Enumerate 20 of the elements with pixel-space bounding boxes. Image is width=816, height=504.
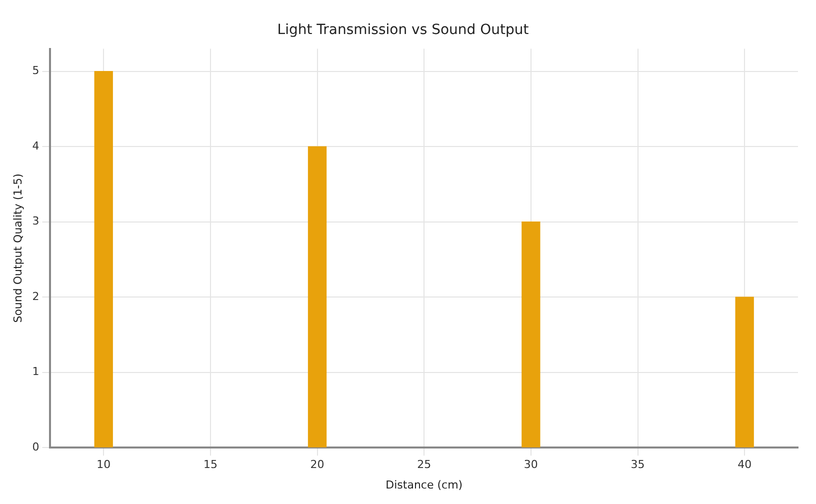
x-tick-label: 35 — [630, 458, 645, 472]
y-tick-label: 1 — [32, 365, 40, 378]
x-tick-label: 10 — [96, 458, 111, 472]
bar — [308, 146, 327, 448]
x-tick-label: 25 — [417, 458, 432, 472]
chart-title: Light Transmission vs Sound Output — [277, 22, 530, 38]
y-tick-label: 4 — [32, 139, 40, 152]
bar — [522, 222, 540, 448]
x-axis-title: Distance (cm) — [386, 478, 463, 492]
y-axis-title: Sound Output Quality (1-5) — [11, 174, 24, 323]
bar — [735, 296, 754, 448]
y-tick-label: 5 — [32, 64, 40, 78]
bar — [94, 71, 113, 448]
y-tick-label: 0 — [32, 440, 40, 454]
x-tick-label: 40 — [738, 458, 752, 472]
y-tick-label: 3 — [32, 214, 40, 228]
y-tick-label: 2 — [32, 290, 40, 303]
x-tick-label: 15 — [203, 458, 218, 472]
x-tick-label: 30 — [524, 458, 538, 472]
x-tick-label: 20 — [310, 458, 324, 472]
